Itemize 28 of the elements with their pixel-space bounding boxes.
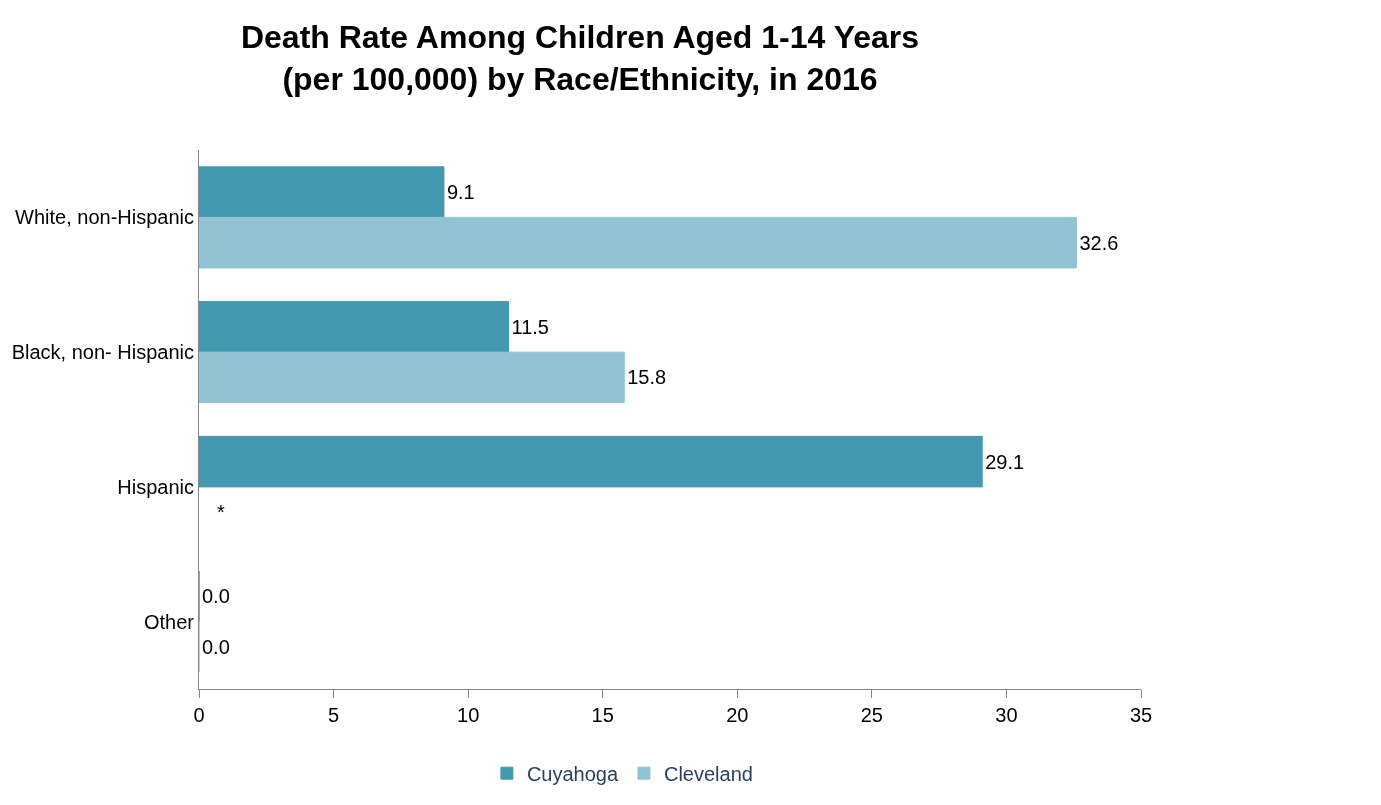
- text: *: [217, 501, 225, 523]
- bar: [199, 435, 983, 488]
- x-tick-label: 35: [1129, 704, 1153, 726]
- data-label: 29.1: [985, 450, 1025, 473]
- x-tick-label: 25: [860, 704, 883, 726]
- bar: [199, 216, 1077, 269]
- x-tick-label: 10: [457, 704, 480, 726]
- y-tick-label: Other: [143, 610, 195, 633]
- data-label: 11.5: [511, 315, 549, 338]
- y-tick-label: Black, non- Hispanic: [11, 341, 194, 364]
- legend-label: Cuyahoga: [526, 762, 619, 785]
- x-tick-label: 5: [328, 704, 340, 726]
- x-tick-label: 0: [193, 704, 205, 726]
- data-label: 32.6: [1079, 231, 1119, 254]
- y-tick-label: White, non-Hispanic: [15, 206, 194, 229]
- data-label: 0.0: [202, 585, 230, 608]
- data-label: 0.0: [202, 635, 230, 658]
- data-label: 15.8: [627, 366, 667, 389]
- data-label: 9.1: [446, 181, 475, 204]
- x-tick-label: 20: [726, 704, 749, 726]
- bar: [199, 351, 625, 404]
- x-tick-label: 15: [591, 704, 614, 726]
- bar: [199, 166, 445, 218]
- y-tick-label: Hispanic: [117, 475, 194, 498]
- bar: [199, 301, 510, 353]
- x-tick-label: 30: [995, 704, 1018, 726]
- chart-title: Death Rate Among Children Aged 1-14 Years (per 100,000) by Race/Ethnicity, in 2016: [240, 19, 920, 97]
- legend-label: Cleveland: [663, 762, 753, 785]
